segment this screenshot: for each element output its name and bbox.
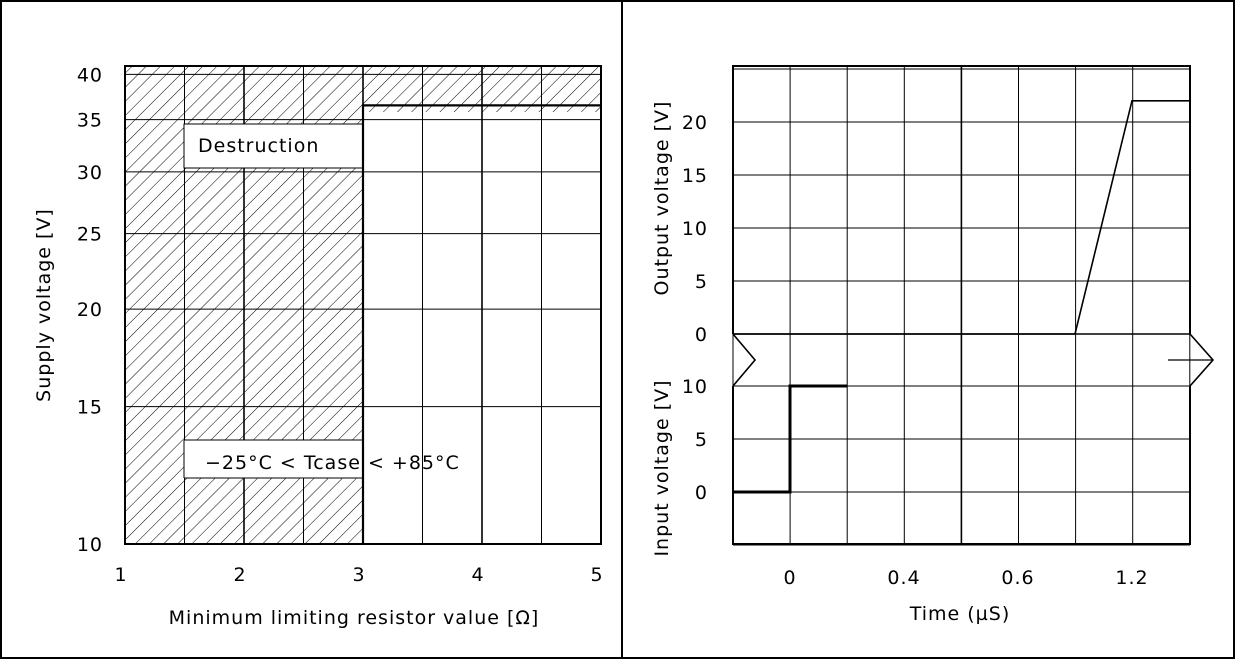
temperature-range-box: [184, 440, 362, 478]
right-x-tick-label: 0: [783, 567, 796, 589]
left-y-tick-label: 25: [77, 224, 103, 246]
left-y-tick-label: 15: [77, 397, 103, 419]
left-x-tick-label: 4: [471, 564, 484, 586]
left-y-tick-label: 40: [77, 64, 103, 86]
left-y-axis-title: Supply voltage [V]: [33, 208, 55, 402]
right-frame-bottom: [732, 386, 1191, 545]
output-y-tick-label: 5: [695, 271, 708, 293]
right-x-axis-title: Time (µS): [909, 603, 1011, 625]
output-y-tick-label: 10: [682, 218, 708, 240]
left-x-axis-title: Minimum limiting resistor value [Ω]: [169, 607, 540, 629]
right-x-tick-label: 0.4: [887, 567, 920, 589]
output-y-tick-label: 0: [695, 324, 708, 346]
safe-operating-boundary: [361, 104, 601, 544]
axis-break-left: [732, 333, 757, 387]
input-y-tick-label: 5: [695, 429, 708, 451]
supply-voltage-chart: Destruction −25°C < Tcase < +85°C 101520…: [33, 64, 603, 629]
left-y-tick-label: 30: [77, 162, 103, 184]
left-x-tick-label: 3: [352, 564, 365, 586]
right-series: [733, 100, 1189, 494]
right-x-tick-label: 1.2: [1115, 567, 1148, 589]
right-grid: [732, 65, 1215, 546]
output-y-tick-label: 15: [682, 165, 708, 187]
left-x-tick-label: 5: [590, 564, 603, 586]
left-x-tick-label: 2: [233, 564, 246, 586]
left-x-tick-label: 1: [114, 564, 127, 586]
timing-chart: 0 5 10 15 20 0 5 10 0 0.4 0.6 1.2 Time (µS) Output …: [651, 65, 1215, 625]
left-y-tick-label: 10: [77, 534, 103, 556]
left-y-tick-label: 35: [77, 110, 103, 132]
temperature-range-label: −25°C < Tcase < +85°C: [205, 452, 460, 474]
output-voltage-axis-title: Output voltage [V]: [651, 101, 673, 296]
left-tick-labels: 10 15 20 25 30 35 40 1 2 3 4 5: [77, 64, 603, 586]
destruction-label: Destruction: [198, 135, 319, 157]
input-voltage-axis-title: Input voltage [V]: [651, 379, 673, 556]
input-y-tick-label: 0: [695, 482, 708, 504]
destruction-label-box: [183, 123, 364, 169]
output-voltage-line: [733, 100, 1189, 335]
right-tick-labels: 0 5 10 15 20 0 5 10 0 0.4 0.6 1.2: [682, 112, 1148, 589]
right-frame-top: [732, 65, 1191, 334]
input-y-tick-label: 10: [682, 376, 708, 398]
left-y-tick-label: 20: [77, 299, 103, 321]
input-voltage-line: [733, 384, 847, 494]
safe-operating-boundary-line: [361, 104, 601, 544]
right-x-tick-label: 0.6: [1001, 567, 1034, 589]
output-y-tick-label: 20: [682, 112, 708, 134]
